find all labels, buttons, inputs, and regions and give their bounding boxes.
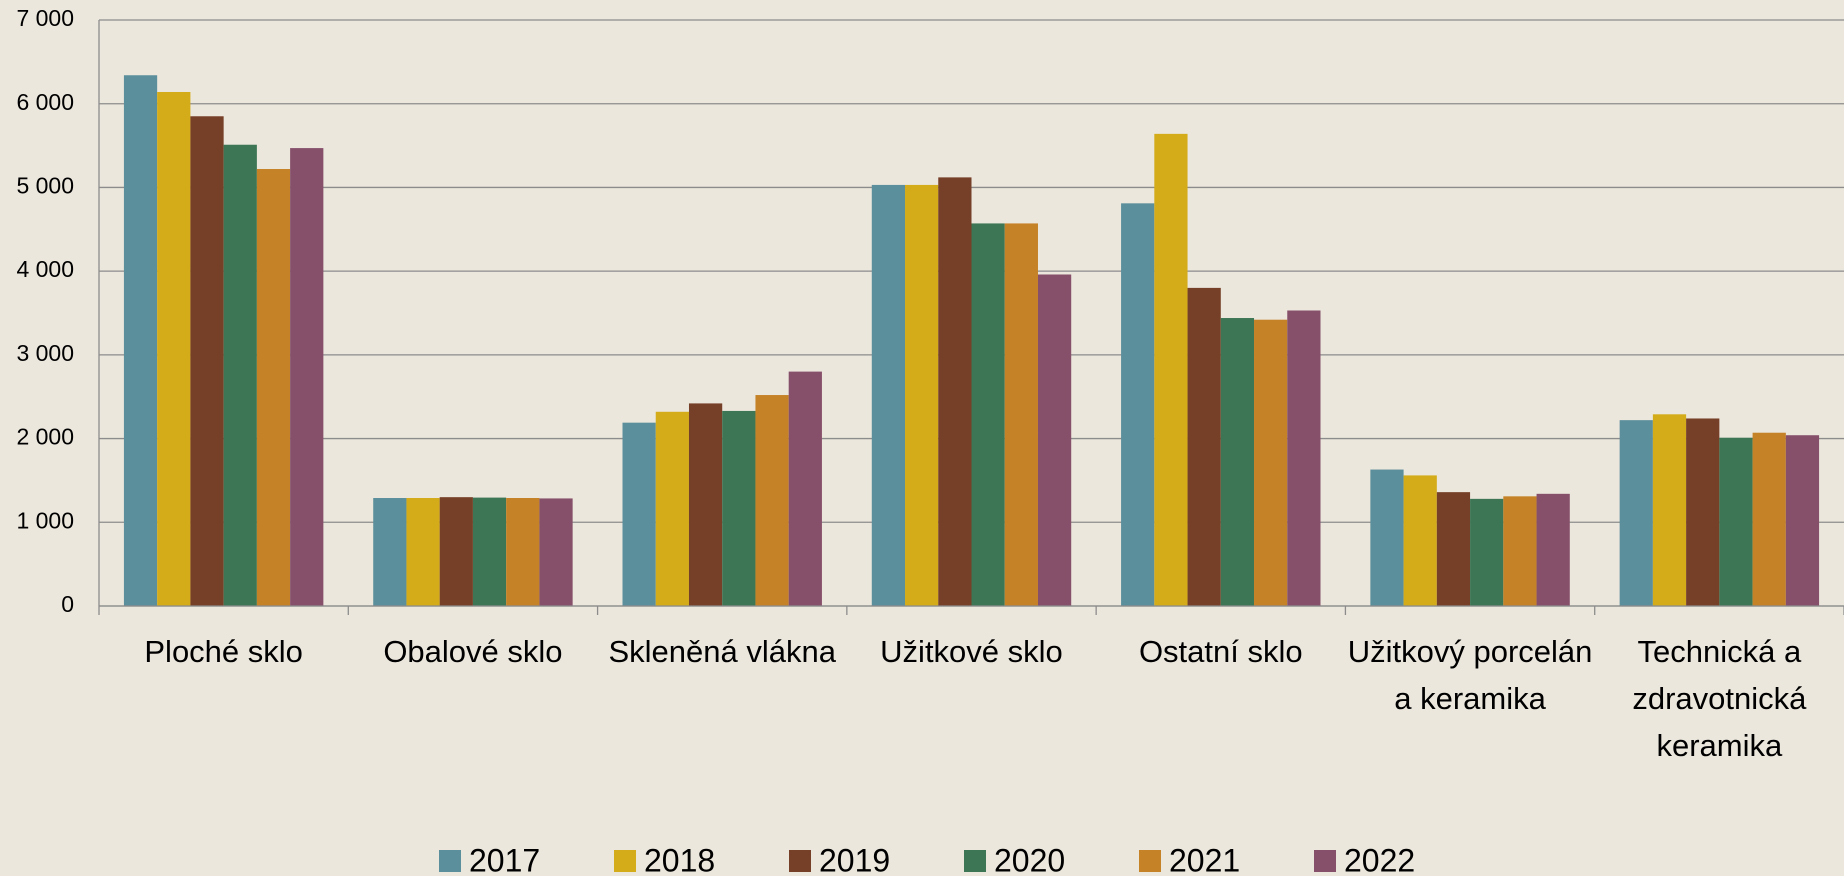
y-tick-label: 2 000	[16, 424, 74, 450]
bar	[1187, 287, 1221, 606]
bar	[290, 148, 324, 606]
y-tick-label: 7 000	[16, 5, 74, 31]
bar	[905, 184, 939, 606]
bar	[1503, 496, 1537, 606]
bar	[938, 177, 972, 606]
bar	[123, 75, 158, 607]
bar	[788, 371, 822, 606]
bar	[1719, 437, 1753, 606]
bar	[655, 411, 689, 606]
legend-label: 2018	[644, 842, 715, 876]
bar	[1037, 274, 1072, 606]
bar	[871, 184, 906, 606]
bar	[1752, 432, 1786, 606]
bar	[622, 422, 656, 606]
bar	[971, 223, 1005, 606]
legend-swatch	[439, 850, 461, 872]
bar	[688, 403, 723, 606]
bar	[539, 498, 573, 606]
bar	[373, 498, 407, 606]
x-tick-label: Obalové sklo	[383, 634, 563, 669]
bar	[1121, 203, 1155, 606]
legend-swatch	[614, 850, 636, 872]
y-tick-label: 6 000	[16, 89, 74, 115]
bar	[1370, 469, 1404, 606]
bar	[157, 91, 191, 607]
legend-label: 2022	[1344, 842, 1415, 876]
y-tick-label: 1 000	[16, 507, 74, 533]
bar	[1004, 223, 1038, 606]
bar	[1287, 310, 1321, 606]
y-tick-label: 3 000	[16, 340, 74, 366]
y-tick-label: 0	[61, 591, 74, 617]
bar	[223, 144, 257, 606]
legend-label: 2021	[1169, 842, 1240, 876]
bar	[1436, 492, 1471, 606]
legend-swatch	[1314, 850, 1336, 872]
y-tick-label: 4 000	[16, 256, 74, 282]
legend-swatch	[964, 850, 986, 872]
legend-label: 2017	[469, 842, 540, 876]
bar	[1619, 420, 1653, 606]
bar	[1254, 319, 1288, 606]
bar	[1403, 475, 1437, 606]
bar	[722, 410, 756, 606]
legend-swatch	[1139, 850, 1161, 872]
bar	[472, 497, 507, 606]
bar	[1536, 493, 1570, 606]
x-tick-label: Užitkový porcelán a keramika	[1347, 634, 1593, 716]
bar	[256, 169, 291, 607]
bar	[439, 497, 473, 606]
legend-label: 2020	[994, 842, 1065, 876]
bar	[1686, 418, 1720, 606]
bar	[1652, 414, 1687, 606]
x-tick-label: Ploché sklo	[144, 634, 303, 669]
x-tick-label: Ostatní sklo	[1138, 634, 1303, 669]
bar	[1785, 435, 1820, 606]
x-tick-label: Technická a zdravotnická keramika	[1632, 634, 1807, 763]
legend-label: 2019	[819, 842, 890, 876]
x-tick-label: Skleněná vlákna	[608, 634, 836, 669]
bar	[755, 395, 789, 606]
bar	[406, 498, 440, 606]
x-tick-label: Užitkové sklo	[880, 634, 1063, 669]
y-tick-label: 5 000	[16, 173, 74, 199]
bar	[190, 116, 224, 607]
legend-swatch	[789, 850, 811, 872]
bar	[1154, 133, 1188, 606]
bar	[506, 498, 540, 606]
bar	[1470, 498, 1504, 606]
bar	[1220, 318, 1255, 606]
